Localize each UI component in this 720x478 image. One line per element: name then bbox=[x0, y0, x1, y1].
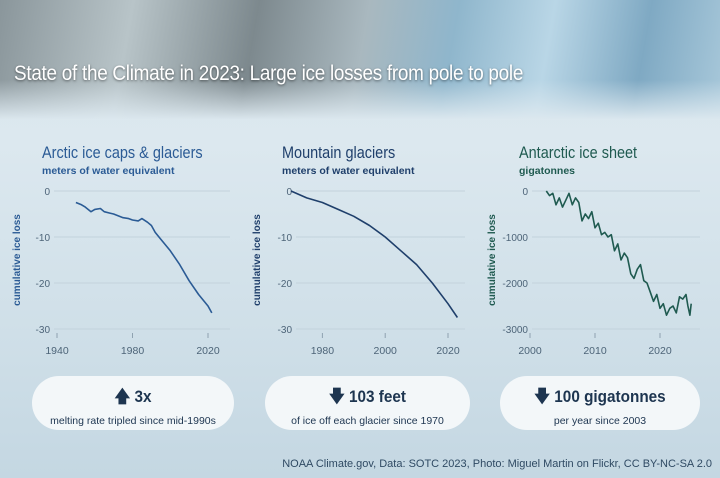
callout-text: melting rate tripled since mid-1990s bbox=[50, 415, 216, 427]
mountain-title: Mountain glaciers bbox=[282, 143, 396, 162]
y-tick-label: -1000 bbox=[502, 233, 528, 244]
antarctic-callout: 🡇 100 gigatonnes per year since 2003 bbox=[500, 376, 700, 430]
y-tick-label: 0 bbox=[286, 187, 292, 198]
callout-text: per year since 2003 bbox=[553, 415, 647, 427]
x-tick-label: 2020 bbox=[196, 345, 220, 357]
y-tick-label: 0 bbox=[44, 187, 50, 198]
y-tick-label: -30 bbox=[36, 325, 51, 336]
antarctic-unit: gigatonnes bbox=[519, 165, 576, 177]
mountain-unit: meters of water equivalent bbox=[282, 165, 415, 177]
callout-text: of ice off each glacier since 1970 bbox=[291, 415, 444, 427]
y-tick-label: 0 bbox=[522, 187, 528, 198]
arctic-unit: meters of water equivalent bbox=[42, 165, 175, 177]
arrow-down-icon: 🡇 bbox=[328, 387, 345, 406]
x-tick-label: 1940 bbox=[45, 345, 69, 357]
y-tick-label: -30 bbox=[278, 325, 293, 336]
ice-photo-banner bbox=[0, 0, 720, 120]
x-tick-label: 2020 bbox=[648, 345, 672, 357]
arrow-up-icon: 🡅 bbox=[114, 387, 131, 406]
y-axis-label: cumulative ice loss bbox=[12, 214, 23, 306]
y-axis-label: cumulative ice loss bbox=[487, 214, 498, 306]
mountain-callout: 🡇 103 feet of ice off each glacier since… bbox=[265, 376, 470, 430]
x-tick-label: 2010 bbox=[583, 345, 607, 357]
arctic-callout: 🡅 3x melting rate tripled since mid-1990… bbox=[32, 376, 234, 430]
series-line bbox=[75, 201, 213, 314]
antarctic-title: Antarctic ice sheet bbox=[519, 143, 638, 162]
callout-value: 3x bbox=[134, 387, 152, 406]
x-tick-label: 2000 bbox=[518, 345, 542, 357]
callout-value: 100 gigatonnes bbox=[554, 387, 666, 406]
y-tick-label: -10 bbox=[36, 233, 51, 244]
credit-line: NOAA Climate.gov, Data: SOTC 2023, Photo… bbox=[282, 458, 712, 470]
y-tick-label: -10 bbox=[278, 233, 293, 244]
series-line bbox=[545, 190, 692, 316]
infographic-title: State of the Climate in 2023: Large ice … bbox=[14, 62, 524, 85]
y-tick-label: -3000 bbox=[502, 325, 528, 336]
y-tick-label: -20 bbox=[278, 279, 293, 290]
x-tick-label: 1980 bbox=[121, 345, 145, 357]
y-tick-label: -20 bbox=[36, 279, 51, 290]
x-tick-label: 2020 bbox=[436, 345, 460, 357]
arctic-title: Arctic ice caps & glaciers bbox=[42, 143, 203, 162]
y-tick-label: -2000 bbox=[502, 279, 528, 290]
callout-value: 103 feet bbox=[348, 387, 406, 406]
arrow-down-icon: 🡇 bbox=[534, 387, 551, 406]
x-tick-label: 1980 bbox=[311, 345, 335, 357]
series-line bbox=[290, 190, 459, 318]
y-axis-label: cumulative ice loss bbox=[252, 214, 263, 306]
x-tick-label: 2000 bbox=[374, 345, 398, 357]
